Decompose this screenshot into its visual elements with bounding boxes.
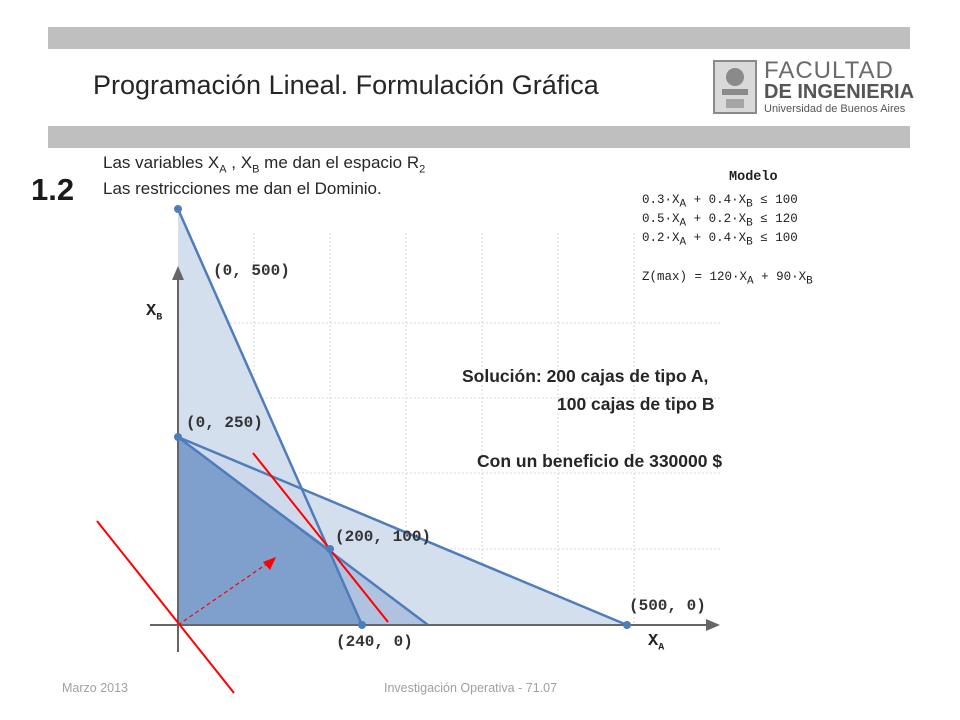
model-title: Modelo	[729, 170, 778, 185]
x-axis-arrow-icon	[706, 619, 720, 631]
footer-course: Investigación Operativa - 71.07	[384, 681, 558, 695]
model-constraint-2: 0.5·XA + 0.2·XB ≤ 120	[642, 212, 798, 230]
logo-text-university: Universidad de Buenos Aires	[764, 103, 906, 115]
vertices	[174, 205, 631, 629]
feasible-region	[178, 437, 362, 625]
point-label-0-500: (0, 500)	[213, 262, 290, 280]
solution-profit: Con un beneficio de 330000 $	[477, 451, 723, 471]
header-bar-top	[48, 27, 910, 49]
x-axis-label: XA	[648, 632, 665, 654]
y-axis-label: XB	[146, 302, 163, 324]
solution-line-2: 100 cajas de tipo B	[557, 394, 715, 414]
point-label-240-0: (240, 0)	[336, 633, 413, 651]
vertex-0-250	[174, 433, 182, 441]
faculty-logo: FACULTAD DE INGENIERIA Universidad de Bu…	[712, 57, 915, 119]
university-emblem-icon	[713, 60, 757, 114]
intro-line-restrictions: Las restricciones me dan el Dominio.	[103, 179, 382, 198]
footer-date: Marzo 2013	[62, 681, 129, 695]
y-axis-arrow-icon	[172, 266, 184, 280]
vertex-200-100	[326, 545, 334, 553]
point-label-200-100: (200, 100)	[335, 528, 432, 546]
model-objective: Z(max) = 120·XA + 90·XB	[642, 270, 813, 288]
header-bar-bottom	[48, 126, 910, 148]
model-constraint-1: 0.3·XA + 0.4·XB ≤ 100	[642, 193, 798, 211]
axes	[150, 278, 712, 652]
vertex-0-500	[174, 205, 182, 213]
intro-line-variables: Las variables XA , XB me dan el espacio …	[103, 153, 426, 176]
objective-line-origin	[96, 520, 235, 694]
constraint-lines	[176, 208, 628, 627]
vertex-500-0	[623, 621, 631, 629]
improvement-arrowhead-icon	[263, 557, 276, 570]
model-constraint-3: 0.2·XA + 0.4·XB ≤ 100	[642, 231, 798, 249]
logo-text-engineering: DE INGENIERIA	[764, 81, 915, 103]
point-label-500-0: (500, 0)	[629, 597, 706, 615]
improvement-direction-arrow	[177, 562, 269, 626]
section-number: 1.2	[31, 172, 75, 207]
logo-text-faculty: FACULTAD	[764, 57, 894, 84]
grid	[178, 233, 720, 625]
slide-title: Programación Lineal. Formulación Gráfica	[93, 70, 599, 100]
vertex-240-0	[358, 621, 366, 629]
solution-line-1: Solución: 200 cajas de tipo A,	[462, 366, 709, 386]
point-label-0-250: (0, 250)	[186, 414, 263, 432]
objective-line-optimal	[252, 452, 389, 623]
